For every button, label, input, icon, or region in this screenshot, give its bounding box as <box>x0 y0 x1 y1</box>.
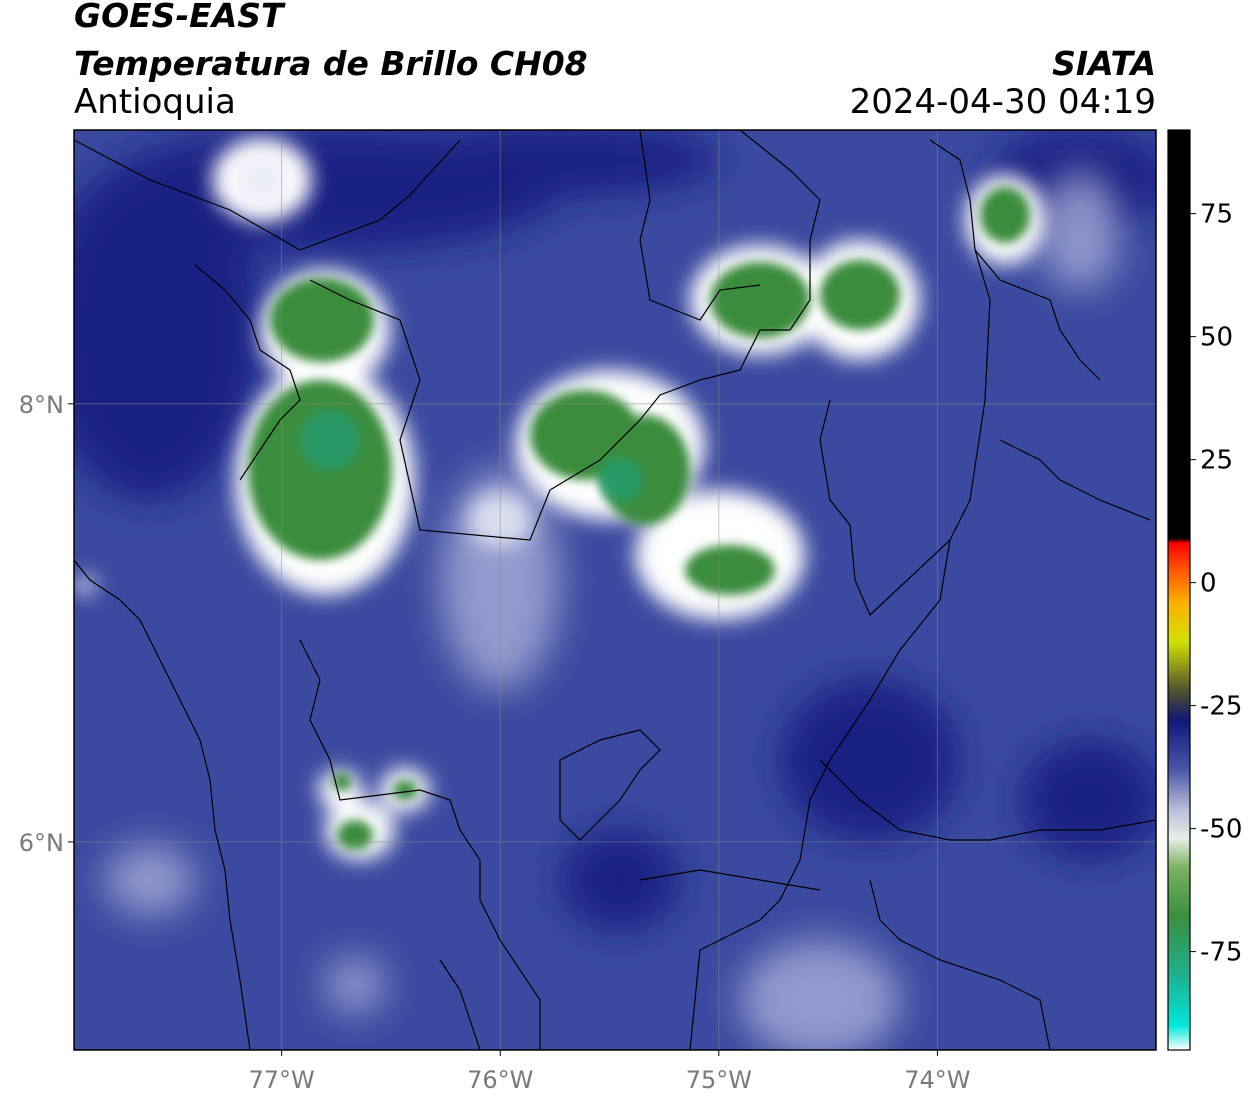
map-frame <box>73 129 1157 1051</box>
longitude-axis: 77°W 76°W 75°W 74°W <box>249 1050 971 1094</box>
colorbar-tick-label: 50 <box>1200 323 1233 353</box>
gridlines <box>74 130 1156 1050</box>
lon-tick-label: 76°W <box>467 1066 533 1094</box>
colorbar-tick-label: 0 <box>1200 569 1217 599</box>
lat-tick-label: 8°N <box>19 391 64 419</box>
map-area <box>74 130 1156 1050</box>
latitude-axis: 8°N 6°N <box>19 391 74 857</box>
agency-label: SIATA <box>1052 44 1156 83</box>
colorbar-tick-label: 25 <box>1200 446 1233 476</box>
lon-tick-label: 74°W <box>904 1066 970 1094</box>
colorbar-tick-label: -25 <box>1200 692 1242 722</box>
coldest-cores <box>300 410 642 502</box>
colorbar-frame <box>1167 129 1191 1051</box>
colorbar-tick-label: 75 <box>1200 200 1233 230</box>
lon-tick-label: 77°W <box>249 1066 315 1094</box>
datetime-label: 2024-04-30 04:19 <box>849 82 1156 122</box>
product-title: Temperatura de Brillo CH08 <box>74 44 588 83</box>
region-label: Antioquia <box>74 82 236 122</box>
colorbar <box>1168 130 1190 1050</box>
boundaries <box>74 130 1156 1050</box>
colorbar-tick-label: -50 <box>1200 815 1242 845</box>
cold-cloud-tops <box>248 187 1030 850</box>
satellite-title: GOES-EAST <box>74 0 284 35</box>
lat-tick-label: 6°N <box>19 829 64 857</box>
colorbar-ticks: 75 50 25 0 -25 -50 -75 <box>1190 200 1242 968</box>
lon-tick-label: 75°W <box>686 1066 752 1094</box>
colorbar-tick-label: -75 <box>1200 938 1242 968</box>
